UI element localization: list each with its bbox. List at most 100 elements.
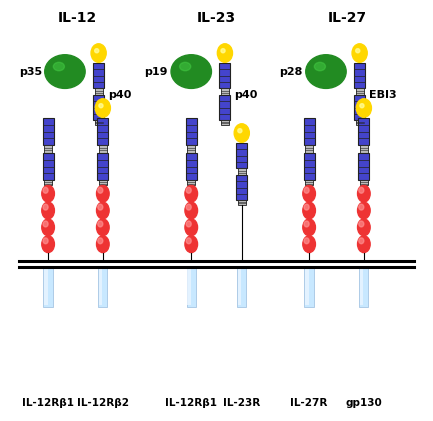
Bar bbox=[220, 63, 230, 88]
Ellipse shape bbox=[43, 238, 48, 244]
Ellipse shape bbox=[185, 202, 197, 219]
Text: IL-12Rβ2: IL-12Rβ2 bbox=[77, 398, 129, 408]
Bar bbox=[354, 95, 365, 120]
Bar bbox=[355, 120, 364, 125]
Bar bbox=[360, 145, 368, 153]
Text: IL-12Rβ1: IL-12Rβ1 bbox=[22, 398, 74, 408]
Text: p40: p40 bbox=[108, 90, 131, 100]
Bar bbox=[359, 153, 369, 180]
Ellipse shape bbox=[97, 236, 109, 253]
Bar bbox=[93, 63, 104, 88]
Bar bbox=[220, 64, 224, 87]
Ellipse shape bbox=[185, 236, 197, 253]
Ellipse shape bbox=[43, 204, 48, 210]
Ellipse shape bbox=[221, 49, 225, 53]
Bar bbox=[237, 176, 241, 199]
Bar bbox=[355, 64, 359, 87]
Bar bbox=[304, 154, 308, 179]
Ellipse shape bbox=[98, 238, 103, 244]
Bar bbox=[98, 154, 102, 179]
Ellipse shape bbox=[303, 219, 315, 236]
Ellipse shape bbox=[185, 219, 197, 236]
Ellipse shape bbox=[91, 44, 106, 62]
Bar bbox=[42, 118, 54, 145]
Ellipse shape bbox=[359, 221, 364, 227]
Ellipse shape bbox=[358, 202, 370, 219]
Ellipse shape bbox=[355, 49, 360, 53]
Bar bbox=[99, 269, 102, 305]
Bar bbox=[221, 120, 229, 125]
Text: EBI3: EBI3 bbox=[369, 90, 397, 100]
Ellipse shape bbox=[171, 55, 211, 88]
Bar bbox=[187, 145, 195, 153]
Bar bbox=[360, 269, 363, 305]
Text: IL-23R: IL-23R bbox=[223, 398, 260, 408]
Bar bbox=[186, 118, 197, 145]
Bar bbox=[354, 63, 365, 88]
Bar bbox=[305, 269, 309, 305]
Ellipse shape bbox=[234, 124, 249, 142]
Ellipse shape bbox=[42, 236, 55, 253]
Bar bbox=[43, 267, 53, 307]
Bar bbox=[359, 119, 362, 144]
Ellipse shape bbox=[303, 185, 315, 202]
Bar bbox=[94, 120, 103, 125]
Bar bbox=[220, 95, 230, 120]
Ellipse shape bbox=[98, 204, 103, 210]
Bar bbox=[237, 144, 241, 167]
Ellipse shape bbox=[97, 202, 109, 219]
Ellipse shape bbox=[356, 99, 372, 117]
Ellipse shape bbox=[186, 221, 191, 227]
Ellipse shape bbox=[186, 204, 191, 210]
Bar bbox=[97, 118, 108, 145]
Bar bbox=[186, 154, 190, 179]
Text: p28: p28 bbox=[279, 67, 303, 77]
Ellipse shape bbox=[186, 187, 191, 193]
Bar bbox=[359, 267, 368, 307]
Text: p19: p19 bbox=[145, 67, 168, 77]
Ellipse shape bbox=[180, 62, 191, 71]
Bar bbox=[186, 119, 190, 144]
Ellipse shape bbox=[95, 49, 99, 53]
Bar bbox=[99, 180, 107, 185]
Ellipse shape bbox=[304, 221, 309, 227]
Bar bbox=[305, 145, 313, 153]
Ellipse shape bbox=[359, 238, 364, 244]
Ellipse shape bbox=[95, 99, 110, 117]
Bar bbox=[220, 96, 224, 119]
Ellipse shape bbox=[97, 219, 109, 236]
Bar bbox=[237, 267, 246, 307]
Ellipse shape bbox=[238, 129, 242, 133]
Bar bbox=[93, 95, 104, 120]
Ellipse shape bbox=[53, 62, 65, 71]
Bar bbox=[186, 153, 197, 180]
Bar bbox=[355, 88, 364, 95]
Text: IL-12: IL-12 bbox=[58, 11, 97, 24]
Bar bbox=[221, 88, 229, 95]
Ellipse shape bbox=[42, 185, 55, 202]
Bar bbox=[305, 180, 313, 185]
Text: gp130: gp130 bbox=[346, 398, 382, 408]
Bar bbox=[98, 119, 102, 144]
Ellipse shape bbox=[45, 55, 85, 88]
Ellipse shape bbox=[42, 219, 55, 236]
Bar bbox=[44, 180, 52, 185]
Bar bbox=[304, 153, 315, 180]
Ellipse shape bbox=[304, 187, 309, 193]
Text: IL-23: IL-23 bbox=[197, 11, 236, 24]
Bar bbox=[355, 96, 359, 119]
Bar bbox=[359, 154, 362, 179]
Ellipse shape bbox=[359, 204, 364, 210]
Bar bbox=[94, 96, 97, 119]
Ellipse shape bbox=[360, 104, 364, 108]
Bar bbox=[359, 118, 369, 145]
Ellipse shape bbox=[304, 238, 309, 244]
Ellipse shape bbox=[97, 185, 109, 202]
Ellipse shape bbox=[42, 202, 55, 219]
Text: IL-27R: IL-27R bbox=[291, 398, 328, 408]
Ellipse shape bbox=[352, 44, 367, 62]
Ellipse shape bbox=[43, 187, 48, 193]
Bar bbox=[360, 180, 368, 185]
Bar bbox=[238, 168, 246, 175]
Ellipse shape bbox=[185, 185, 197, 202]
